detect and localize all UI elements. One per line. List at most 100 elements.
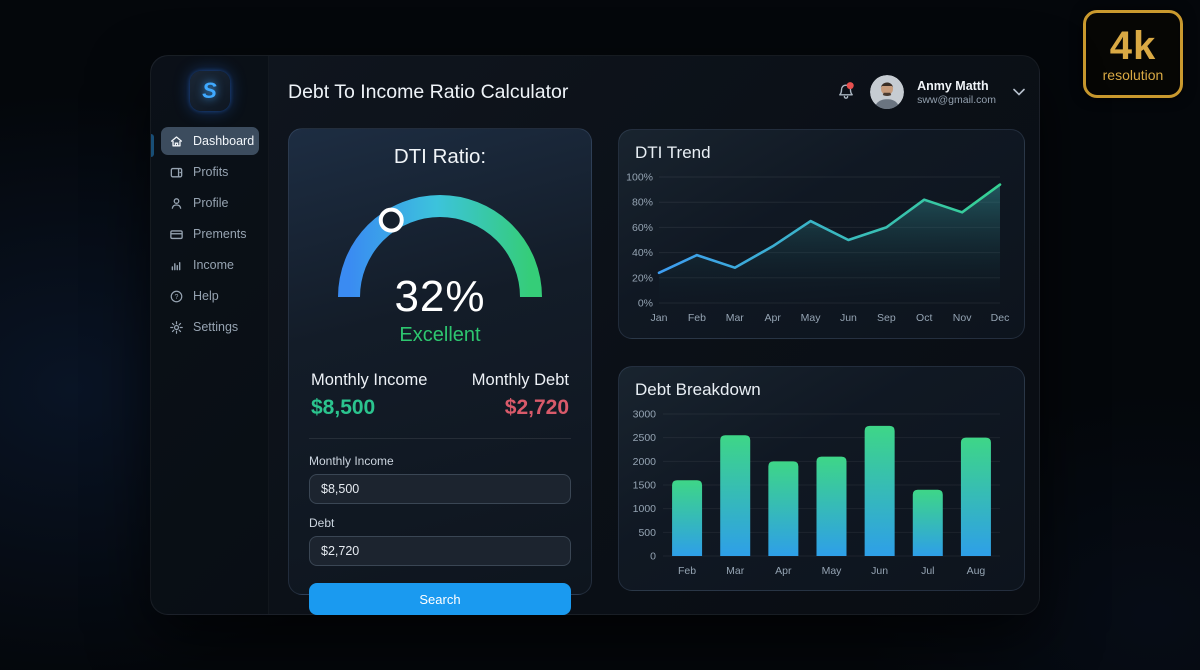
income-field-label: Monthly Income xyxy=(309,454,394,468)
search-button[interactable]: Search xyxy=(309,583,571,615)
user-text: Anmy Matth sww@gmail.com xyxy=(917,79,996,106)
divider xyxy=(309,438,571,439)
dti-gauge: 32% xyxy=(325,183,555,321)
debt-breakdown-chart: 0 500 1000 1500 2000 2500 3000 Feb Mar Apr May Jun J… xyxy=(619,404,1024,587)
dti-status: Excellent xyxy=(399,324,481,346)
notification-badge xyxy=(846,82,854,90)
summary-debt-label: Monthly Debt xyxy=(471,371,569,389)
bar xyxy=(960,437,991,556)
svg-text:Oct: Oct xyxy=(916,312,932,324)
income-field[interactable] xyxy=(309,474,571,504)
dti-gauge-arc xyxy=(325,183,555,314)
summary-income: Monthly Income $8,500 xyxy=(311,371,427,420)
summary-income-label: Monthly Income xyxy=(311,371,428,389)
svg-text:Jun: Jun xyxy=(840,312,857,324)
svg-text:Feb: Feb xyxy=(688,312,706,324)
bar xyxy=(864,425,895,556)
user-cluster: Anmy Matth sww@gmail.com xyxy=(835,75,1025,109)
sidebar-item-help[interactable]: ? Help xyxy=(161,282,259,310)
sidebar-nav: Dashboard Profits Profile Prements Income? He… xyxy=(151,127,268,341)
avatar[interactable] xyxy=(870,75,905,109)
svg-text:May: May xyxy=(822,565,843,577)
chevron-down-icon[interactable] xyxy=(1013,83,1025,101)
sidebar-item-label: Prements xyxy=(193,227,247,241)
svg-text:Apr: Apr xyxy=(775,565,792,577)
sidebar-item-label: Help xyxy=(193,289,219,303)
app-logo-letter: S xyxy=(202,78,217,103)
svg-text:Nov: Nov xyxy=(953,312,972,324)
sidebar-item-profile[interactable]: Profile xyxy=(161,189,259,217)
bar xyxy=(672,480,703,556)
bar xyxy=(816,456,847,556)
debt-breakdown-title: Debt Breakdown xyxy=(635,380,761,399)
gauge-marker xyxy=(378,207,404,233)
bar xyxy=(912,489,943,556)
bars-icon xyxy=(171,261,181,270)
sidebar-item-label: Income xyxy=(193,258,234,272)
summary-debt: Monthly Debt $2,720 xyxy=(472,371,569,420)
svg-text:Aug: Aug xyxy=(967,565,986,577)
svg-text:1500: 1500 xyxy=(633,480,657,492)
dti-trend-title: DTI Trend xyxy=(635,143,711,162)
summary-row: Monthly Income $8,500 Monthly Debt $2,72… xyxy=(311,371,569,420)
sidebar-item-label: Profits xyxy=(193,165,229,179)
svg-text:Jan: Jan xyxy=(651,312,668,324)
calculator-form: Monthly Income Debt Search xyxy=(309,454,571,615)
svg-text:0%: 0% xyxy=(638,298,653,310)
svg-text:40%: 40% xyxy=(632,247,653,259)
dti-calculator-card: DTI Ratio: 32% Excellent Monthly Income … xyxy=(288,128,592,615)
bar xyxy=(720,435,751,556)
dti-trend-card: DTI Trend 0% 20% 40% 60% 80% 100% Jan Feb Mar Apr… xyxy=(618,129,1025,339)
svg-text:100%: 100% xyxy=(626,172,653,184)
summary-debt-value: $2,720 xyxy=(504,396,569,419)
sidebar-item-label: Profile xyxy=(193,196,229,210)
svg-text:Jun: Jun xyxy=(871,565,888,577)
notification-bell-icon[interactable] xyxy=(835,81,857,103)
sidebar-item-income[interactable]: Income xyxy=(161,251,259,279)
user-name: Anmy Matth xyxy=(917,78,989,93)
gear-icon xyxy=(170,320,183,334)
svg-text:2500: 2500 xyxy=(633,432,657,444)
svg-text:Sep: Sep xyxy=(877,312,896,324)
sidebar: S Dashboard Profits Profile Prements Income?… xyxy=(151,56,269,614)
svg-text:Mar: Mar xyxy=(726,312,745,324)
svg-text:3000: 3000 xyxy=(633,409,657,421)
dti-value: 32% xyxy=(394,272,486,321)
app-logo[interactable]: S xyxy=(189,71,230,111)
svg-text:60%: 60% xyxy=(632,222,653,234)
badge-title: 4k xyxy=(1109,23,1157,68)
page-title: Debt To Income Ratio Calculator xyxy=(288,80,569,103)
sidebar-item-settings[interactable]: Settings xyxy=(161,313,259,341)
sidebar-item-label: Settings xyxy=(193,320,239,334)
dti-card-title: DTI Ratio: xyxy=(393,145,487,168)
user-email: sww@gmail.com xyxy=(917,93,996,106)
help-icon: ? xyxy=(170,290,183,302)
home-icon xyxy=(170,135,183,146)
svg-text:80%: 80% xyxy=(632,197,653,209)
user-icon xyxy=(171,197,182,209)
header: Debt To Income Ratio Calculator xyxy=(288,56,1025,128)
svg-text:Apr: Apr xyxy=(764,312,781,324)
debt-field[interactable] xyxy=(309,536,571,566)
4k-resolution-badge: 4k resolution xyxy=(1083,10,1183,98)
sidebar-item-profits[interactable]: Profits xyxy=(161,158,259,186)
svg-text:2000: 2000 xyxy=(633,456,657,468)
svg-text:May: May xyxy=(801,312,822,324)
svg-text:20%: 20% xyxy=(632,272,653,284)
svg-text:1000: 1000 xyxy=(633,503,657,515)
summary-income-value: $8,500 xyxy=(311,396,376,419)
debt-breakdown-card: Debt Breakdown 0 500 1000 1500 2000 2500 3000 F… xyxy=(618,366,1025,591)
svg-text:Mar: Mar xyxy=(726,565,745,577)
svg-text:0: 0 xyxy=(650,551,656,563)
badge-subtitle: resolution xyxy=(1102,66,1164,83)
app-window: S Dashboard Profits Profile Prements Income?… xyxy=(150,55,1040,615)
dti-trend-chart: 0% 20% 40% 60% 80% 100% Jan Feb Mar Apr May Jun Sep O… xyxy=(619,167,1024,334)
sidebar-item-prements[interactable]: Prements xyxy=(161,220,259,248)
svg-text:Feb: Feb xyxy=(678,565,696,577)
bar xyxy=(768,461,799,556)
svg-text:500: 500 xyxy=(638,527,656,539)
wallet-icon xyxy=(170,167,183,177)
card-icon xyxy=(170,229,183,239)
sidebar-item-dashboard[interactable]: Dashboard xyxy=(161,127,259,155)
debt-field-label: Debt xyxy=(309,516,335,530)
